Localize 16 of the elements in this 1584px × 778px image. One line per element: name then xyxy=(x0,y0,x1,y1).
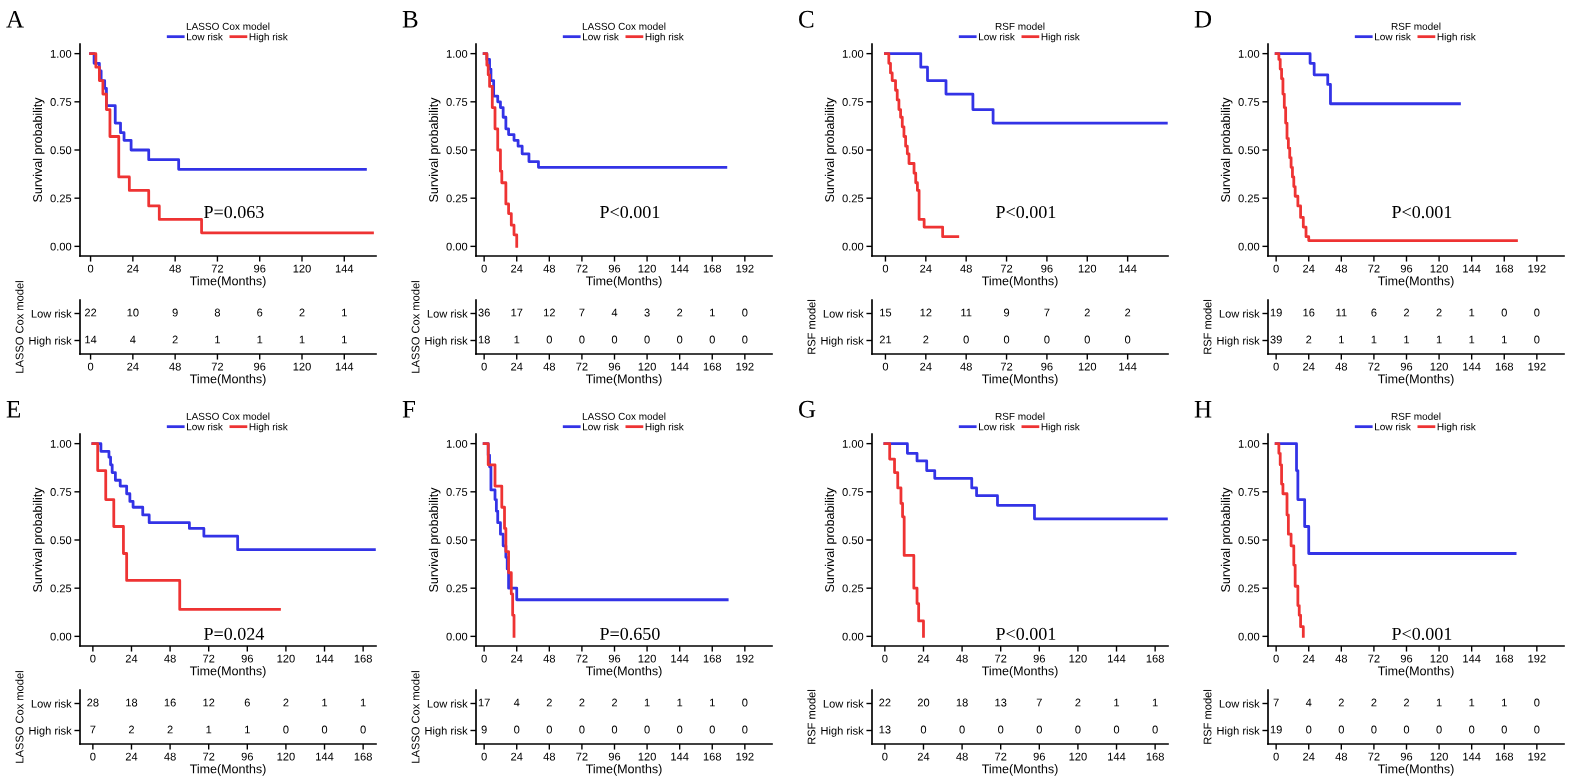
chart-title: A xyxy=(6,10,24,28)
chart-title: B xyxy=(402,11,418,28)
annotation: P<0.001 xyxy=(600,205,660,219)
annotation: P=0.063 xyxy=(204,205,264,219)
annotation: P=0.024 xyxy=(204,627,265,640)
chart-title: F xyxy=(402,401,415,418)
chart-title: C xyxy=(799,10,814,28)
annotation: P<0.001 xyxy=(1392,205,1452,219)
chart-title: H xyxy=(1194,401,1212,418)
annotation: P<0.001 xyxy=(996,627,1056,640)
chart-title: G xyxy=(799,400,816,418)
annotation: P=0.650 xyxy=(600,627,660,640)
chart-title: D xyxy=(1194,11,1212,28)
chart-title: E xyxy=(6,401,21,418)
annotation: P<0.001 xyxy=(996,205,1056,219)
annotation: P<0.001 xyxy=(1392,627,1452,640)
